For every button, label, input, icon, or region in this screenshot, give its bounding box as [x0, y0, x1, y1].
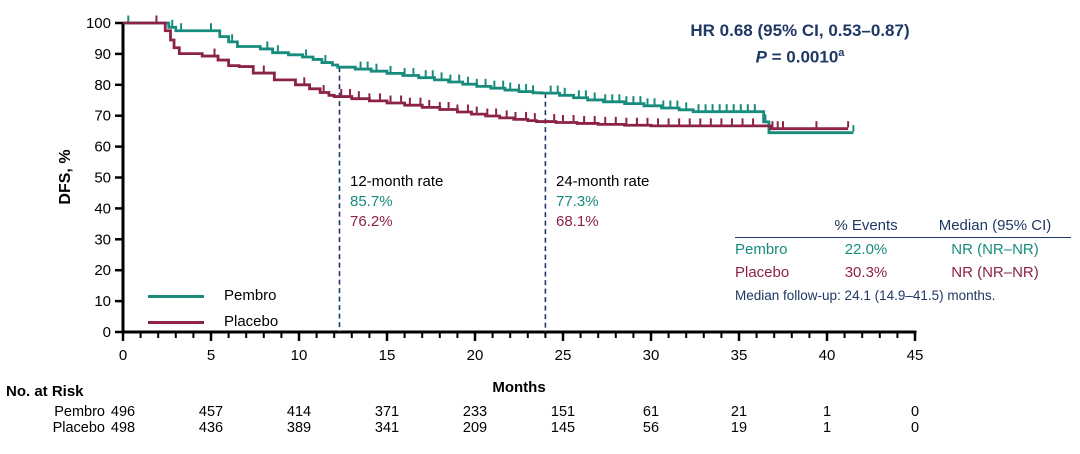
p-footnote-marker: a — [838, 47, 845, 59]
y-tick-label: 80 — [94, 77, 111, 94]
risk-count: 56 — [642, 420, 660, 436]
x-tick-label: 25 — [555, 347, 572, 364]
pembro-line-swatch — [148, 294, 204, 298]
risk-count: 61 — [642, 404, 660, 420]
y-tick-label: 40 — [94, 200, 111, 217]
y-axis-title: DFS, % — [57, 149, 74, 205]
y-tick-label: 90 — [94, 46, 111, 63]
pembro-rate-value: 77.3% — [556, 193, 599, 210]
row-label: Placebo — [735, 264, 790, 281]
legend-item-pembro: Pembro — [148, 283, 278, 309]
rate-annotation-12-month: 12-month rate 85.7% 76.2% — [350, 172, 443, 232]
risk-count: 0 — [910, 404, 920, 420]
risk-count: 0 — [910, 420, 920, 436]
risk-count: 341 — [374, 420, 400, 436]
y-tick-label: 70 — [94, 108, 111, 125]
x-tick-label: 20 — [467, 347, 484, 364]
median-follow-up-note: Median follow-up: 24.1 (14.9–41.5) month… — [735, 288, 996, 303]
y-tick-label: 0 — [103, 324, 111, 341]
summary-header-row: % Events Median (95% CI) — [735, 213, 1071, 238]
risk-count: 1 — [822, 404, 832, 420]
risk-count: 436 — [198, 420, 224, 436]
landmark-reference-lines — [338, 67, 547, 332]
risk-count: 414 — [286, 404, 312, 420]
p-value-line: P = 0.0010a — [640, 42, 960, 69]
x-tick-label: 5 — [207, 347, 215, 364]
rate-label: 12-month rate — [350, 173, 444, 190]
risk-count: 21 — [730, 404, 748, 420]
risk-count: 498 — [110, 420, 136, 436]
p-symbol: P — [755, 47, 767, 67]
hr-line: HR 0.68 (95% CI, 0.53–0.87) — [690, 21, 910, 40]
risk-count: 496 — [110, 404, 136, 420]
y-tick-label: 10 — [94, 293, 111, 310]
events-column-header: % Events — [834, 216, 898, 234]
risk-row-label: Pembro — [54, 404, 105, 420]
km-step-path — [123, 21, 849, 131]
y-tick-label: 30 — [94, 231, 111, 248]
summary-table: % Events Median (95% CI) Pembro 22.0% NR… — [735, 213, 1071, 303]
risk-row-placebo: Placebo 498 436 389 341 209 145 56 19 1 0 — [0, 420, 1080, 436]
pembro-rate-value: 85.7% — [350, 193, 393, 210]
risk-count: 389 — [286, 420, 312, 436]
km-step-path — [123, 21, 854, 135]
risk-count: 457 — [198, 404, 224, 420]
legend-item-placebo: Placebo — [148, 309, 278, 335]
events-value: 22.0% — [844, 241, 888, 258]
x-tick-label: 0 — [119, 347, 127, 364]
x-tick-label: 40 — [819, 347, 836, 364]
risk-row-pembro: Pembro 496 457 414 371 233 151 61 21 1 0 — [0, 404, 1080, 420]
median-value: NR (NR–NR) — [951, 264, 1039, 281]
placebo-line-swatch — [148, 320, 204, 324]
risk-count: 19 — [730, 420, 748, 436]
rate-label: 24-month rate — [556, 173, 650, 190]
y-tick-label: 60 — [94, 139, 111, 156]
y-tick-label: 20 — [94, 262, 111, 279]
y-tick-label: 50 — [94, 170, 111, 187]
risk-count: 371 — [374, 404, 400, 420]
x-tick-label: 30 — [643, 347, 660, 364]
median-value: NR (NR–NR) — [951, 241, 1039, 258]
risk-row-label: Placebo — [52, 420, 105, 436]
axes: 0 10 20 30 40 50 60 70 80 90 100 0 5 10 15 20 25 30 35 40 45 — [86, 15, 923, 364]
events-value: 30.3% — [844, 264, 888, 281]
pembro-curve — [123, 15, 855, 135]
placebo-rate-value: 76.2% — [350, 213, 393, 230]
placebo-curve — [123, 15, 850, 131]
risk-table-title: No. at Risk — [6, 383, 84, 400]
risk-count: 151 — [550, 404, 576, 420]
legend-label: Placebo — [224, 313, 279, 330]
x-tick-label: 35 — [731, 347, 748, 364]
row-label: Pembro — [735, 241, 788, 258]
legend-label: Pembro — [224, 287, 277, 304]
x-axis-title: Months — [492, 379, 546, 396]
x-tick-label: 15 — [379, 347, 396, 364]
risk-count: 145 — [550, 420, 576, 436]
risk-count: 1 — [822, 420, 832, 436]
summary-row-placebo: Placebo 30.3% NR (NR–NR) — [735, 261, 1071, 284]
rate-annotation-24-month: 24-month rate 77.3% 68.1% — [556, 172, 649, 232]
legend: Pembro Placebo — [148, 283, 278, 335]
y-tick-label: 100 — [86, 15, 111, 32]
risk-count: 233 — [462, 404, 488, 420]
median-column-header: Median (95% CI) — [938, 216, 1052, 234]
x-tick-label: 10 — [291, 347, 308, 364]
placebo-rate-value: 68.1% — [556, 213, 599, 230]
p-value: = 0.0010 — [766, 47, 839, 67]
x-tick-label: 45 — [907, 347, 924, 364]
hr-annotation: HR 0.68 (95% CI, 0.53–0.87) P = 0.0010a — [640, 19, 960, 69]
risk-count: 209 — [462, 420, 488, 436]
summary-row-pembro: Pembro 22.0% NR (NR–NR) — [735, 238, 1071, 261]
